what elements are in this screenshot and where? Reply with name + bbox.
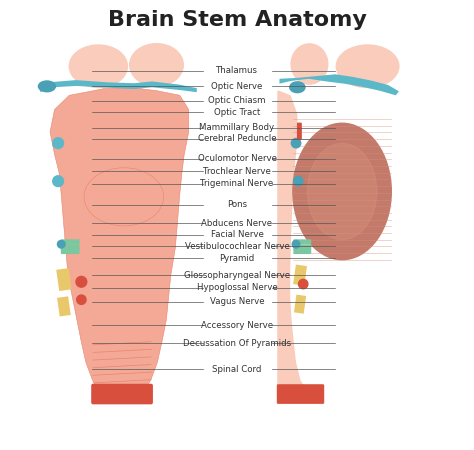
Ellipse shape: [292, 240, 300, 248]
Polygon shape: [294, 295, 306, 314]
Ellipse shape: [130, 44, 183, 86]
FancyBboxPatch shape: [91, 384, 153, 405]
Text: Optic Chiasm: Optic Chiasm: [208, 96, 266, 105]
Text: Facial Nerve: Facial Nerve: [210, 230, 264, 239]
Ellipse shape: [76, 276, 87, 287]
Text: Vagus Nerve: Vagus Nerve: [210, 297, 264, 306]
FancyBboxPatch shape: [293, 249, 311, 254]
Ellipse shape: [38, 81, 55, 92]
Text: Trochlear Nerve: Trochlear Nerve: [203, 167, 271, 176]
Ellipse shape: [69, 45, 128, 87]
Text: Trigeminal Nerve: Trigeminal Nerve: [201, 180, 273, 189]
FancyBboxPatch shape: [61, 239, 80, 245]
Ellipse shape: [291, 44, 328, 84]
Ellipse shape: [77, 295, 86, 304]
Ellipse shape: [293, 123, 392, 260]
Text: Vestibulocochlear Nerve: Vestibulocochlear Nerve: [184, 242, 290, 251]
Ellipse shape: [53, 138, 64, 148]
Ellipse shape: [299, 279, 308, 289]
Polygon shape: [277, 91, 322, 400]
Polygon shape: [280, 74, 399, 95]
Polygon shape: [293, 265, 307, 286]
Text: Optic Nerve: Optic Nerve: [211, 82, 263, 91]
Text: Brain Stem Anatomy: Brain Stem Anatomy: [108, 10, 366, 30]
Text: Mammillary Body: Mammillary Body: [200, 123, 274, 132]
FancyBboxPatch shape: [293, 239, 311, 245]
Text: Cerebral Peduncle: Cerebral Peduncle: [198, 134, 276, 143]
Text: Glossopharyngeal Nerve: Glossopharyngeal Nerve: [184, 270, 290, 279]
Text: Oculomotor Nerve: Oculomotor Nerve: [198, 154, 276, 163]
Ellipse shape: [292, 139, 301, 148]
Ellipse shape: [293, 176, 303, 186]
FancyBboxPatch shape: [297, 122, 302, 140]
FancyBboxPatch shape: [293, 245, 311, 250]
Polygon shape: [56, 268, 72, 291]
Ellipse shape: [290, 82, 305, 93]
Ellipse shape: [84, 168, 164, 226]
Ellipse shape: [57, 240, 65, 248]
Text: Pons: Pons: [227, 200, 247, 209]
Text: Abducens Nerve: Abducens Nerve: [201, 219, 273, 228]
Text: Accessory Nerve: Accessory Nerve: [201, 321, 273, 330]
Text: Pyramid: Pyramid: [219, 254, 255, 263]
Text: Thalamus: Thalamus: [216, 66, 258, 75]
FancyBboxPatch shape: [61, 245, 80, 250]
Polygon shape: [50, 88, 189, 400]
Ellipse shape: [53, 176, 64, 187]
Text: Decussation Of Pyramids: Decussation Of Pyramids: [183, 338, 291, 347]
FancyBboxPatch shape: [61, 249, 80, 254]
Text: Spinal Cord: Spinal Cord: [212, 364, 262, 373]
Text: Hypoglossal Nerve: Hypoglossal Nerve: [197, 283, 277, 292]
FancyBboxPatch shape: [277, 384, 324, 404]
Text: Optic Tract: Optic Tract: [214, 108, 260, 117]
Ellipse shape: [308, 144, 377, 239]
Ellipse shape: [336, 45, 399, 87]
Polygon shape: [57, 296, 71, 316]
Polygon shape: [40, 80, 197, 92]
